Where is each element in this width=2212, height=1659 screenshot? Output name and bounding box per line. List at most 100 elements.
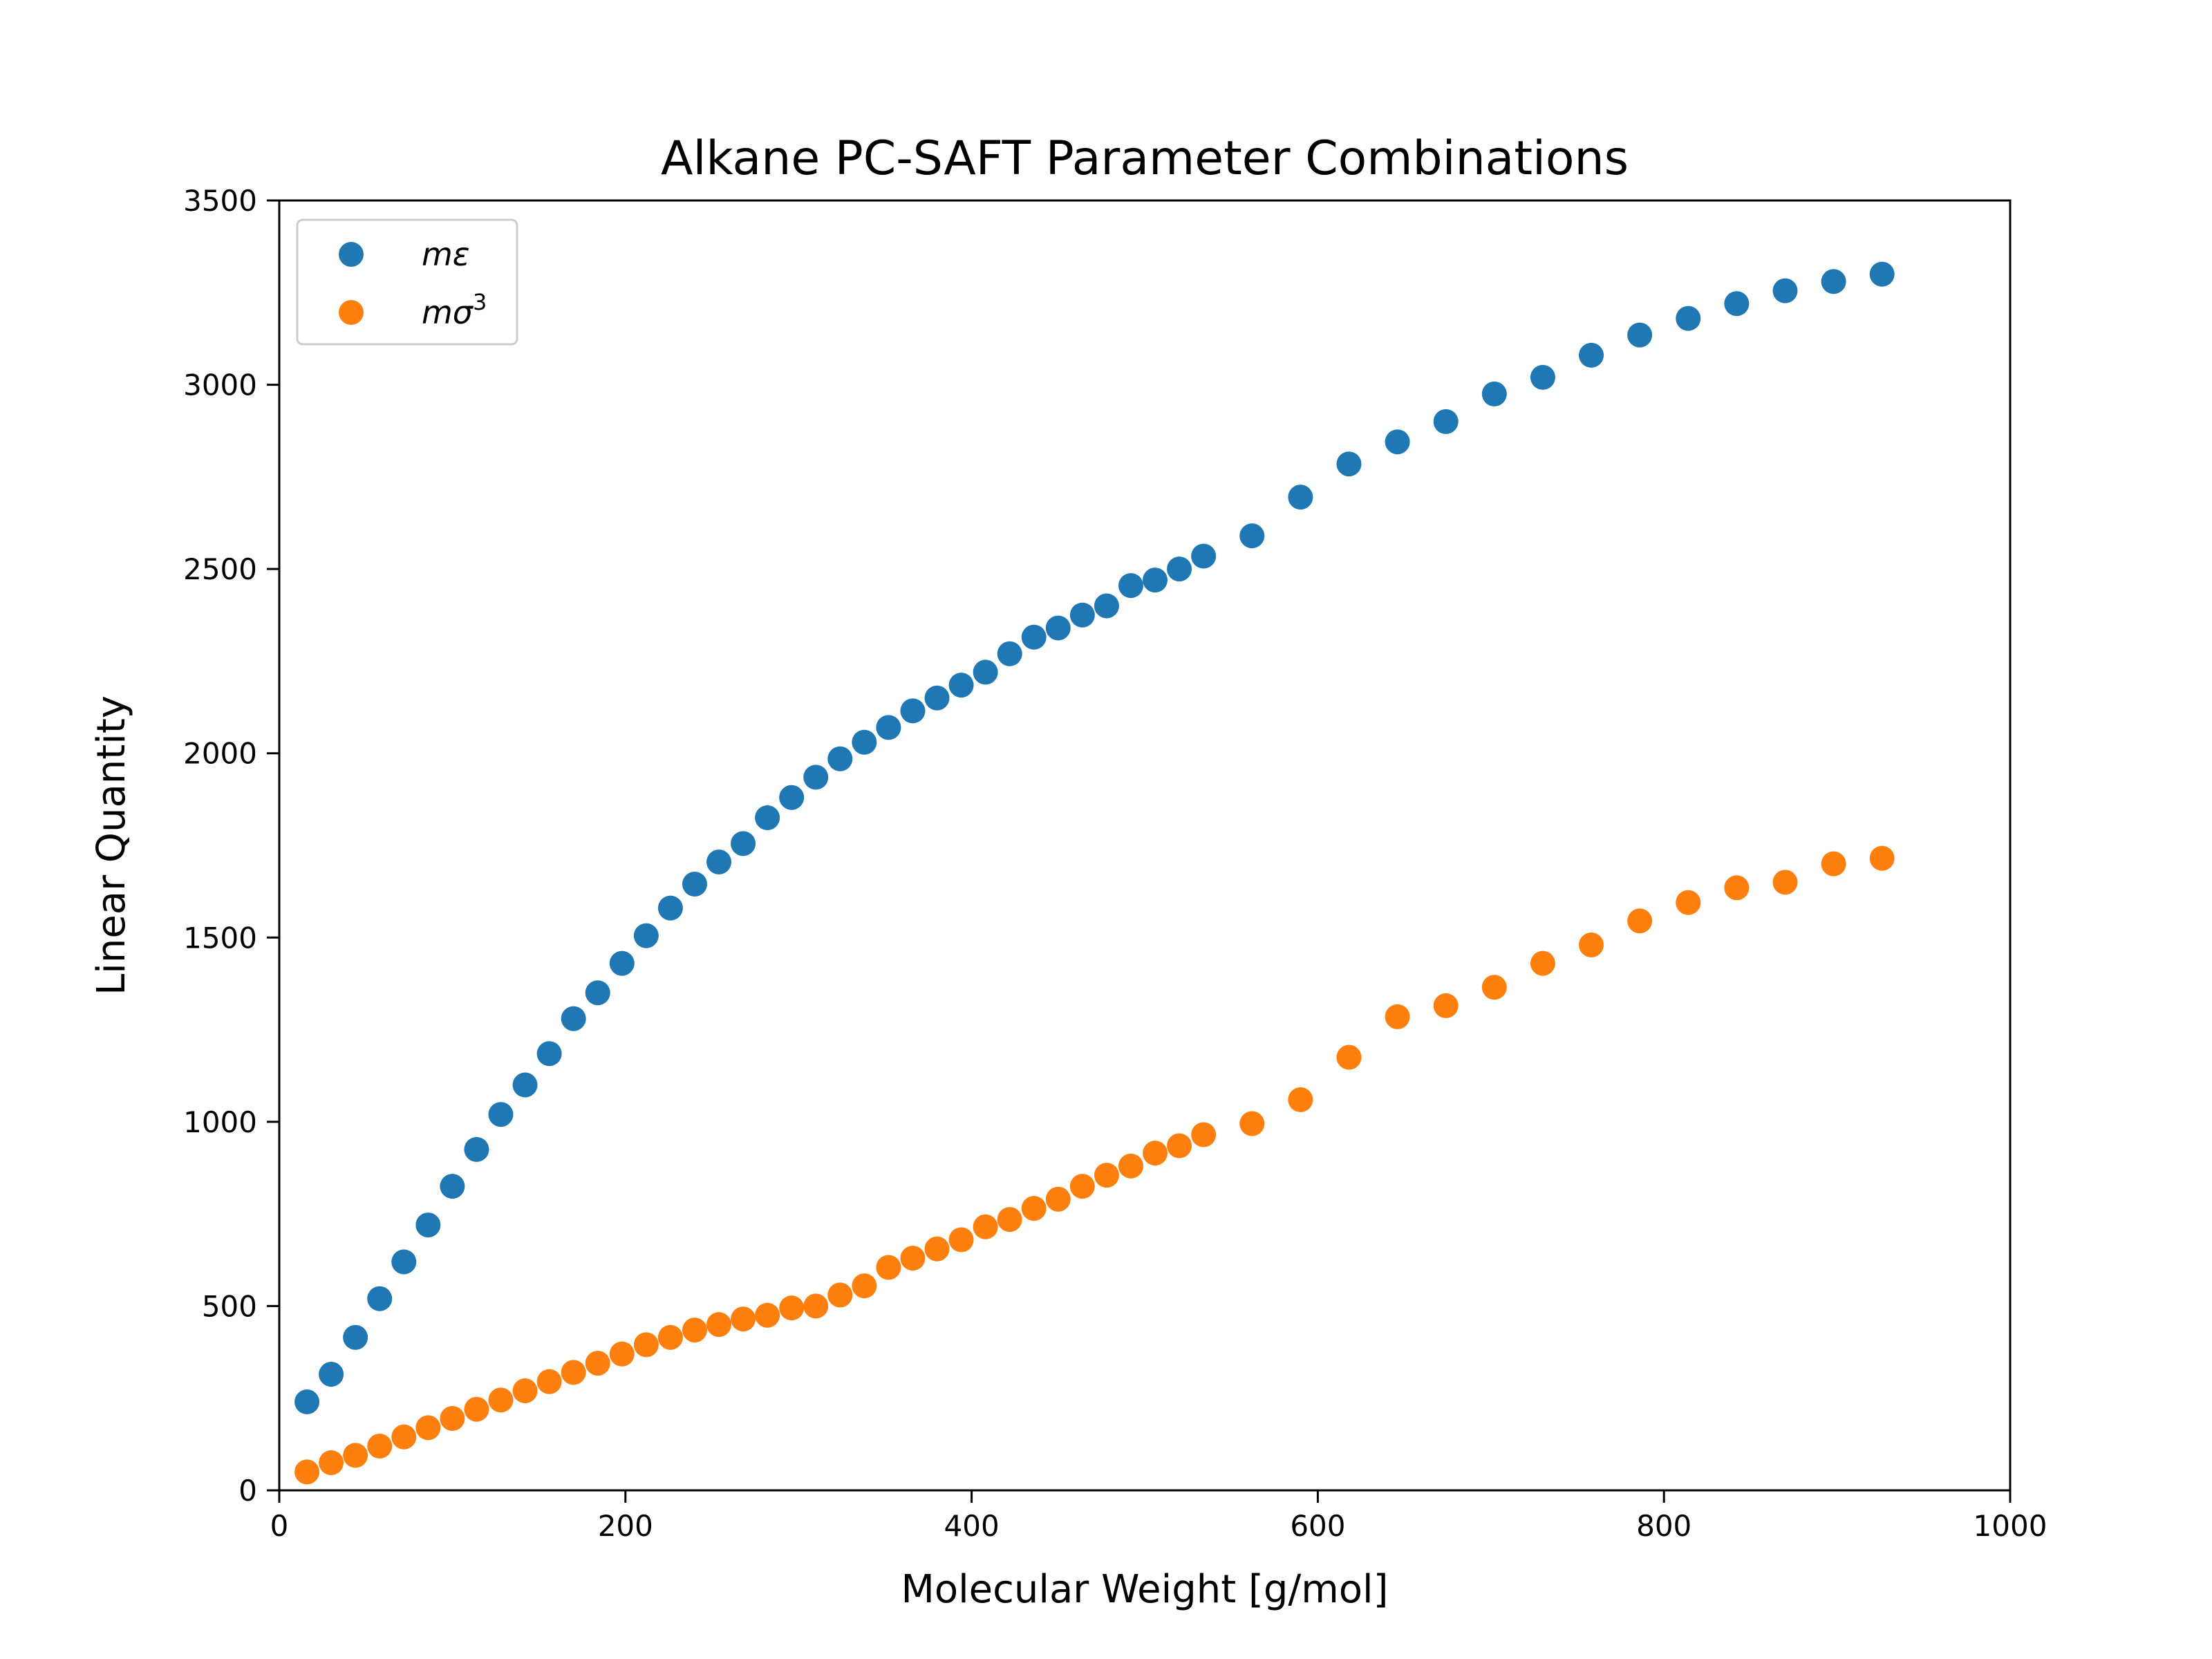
- data-point-s0-11: [561, 1006, 586, 1031]
- x-tick-label-1: 200: [598, 1509, 653, 1543]
- data-point-s1-45: [1579, 932, 1604, 957]
- data-point-s0-30: [1021, 624, 1047, 650]
- data-point-s1-10: [536, 1369, 562, 1394]
- x-tick-label-2: 400: [944, 1509, 1000, 1543]
- legend-marker-1: [339, 300, 364, 325]
- data-point-s0-26: [924, 685, 950, 711]
- data-point-s0-48: [1724, 291, 1750, 317]
- data-point-s0-35: [1143, 568, 1168, 593]
- y-axis-ticks: 0 500 1000 1500 2000 2500 3000 3500: [183, 184, 279, 1508]
- data-point-s1-24: [876, 1255, 901, 1280]
- data-point-s1-46: [1627, 908, 1653, 934]
- data-point-s1-51: [1869, 845, 1895, 871]
- data-point-s1-31: [1045, 1186, 1071, 1212]
- data-point-s0-1: [319, 1362, 344, 1387]
- data-point-s0-42: [1433, 409, 1459, 434]
- data-point-s1-25: [900, 1246, 926, 1271]
- y-tick-label-3: 1500: [183, 921, 257, 955]
- data-point-s1-47: [1676, 890, 1701, 915]
- data-point-s0-29: [997, 641, 1022, 666]
- data-point-s0-22: [827, 746, 853, 771]
- x-axis-ticks: 0 200 400 600 800 1000: [270, 1490, 2047, 1543]
- data-point-s1-14: [633, 1332, 659, 1358]
- data-point-s1-1: [319, 1450, 344, 1476]
- legend-box: [296, 218, 518, 346]
- plot-area-frame: [278, 199, 2012, 1492]
- data-point-s0-15: [657, 895, 683, 921]
- data-point-s0-33: [1094, 593, 1119, 619]
- data-point-s1-34: [1118, 1153, 1143, 1179]
- data-point-s0-3: [367, 1286, 393, 1311]
- y-tick-label-1: 500: [202, 1289, 257, 1323]
- data-point-s0-39: [1288, 485, 1313, 510]
- x-axis-label: Molecular Weight [g/mol]: [901, 1567, 1389, 1612]
- data-point-s0-40: [1336, 451, 1362, 477]
- data-point-s0-8: [488, 1102, 514, 1127]
- data-point-s1-4: [391, 1424, 417, 1450]
- y-tick-label-5: 2500: [183, 552, 257, 586]
- data-point-s0-41: [1385, 429, 1410, 455]
- data-point-s1-33: [1094, 1163, 1119, 1188]
- data-point-s0-9: [512, 1072, 538, 1098]
- data-point-s1-37: [1191, 1122, 1217, 1147]
- data-point-s1-21: [803, 1293, 829, 1319]
- data-point-s0-23: [852, 729, 877, 755]
- data-point-s1-5: [415, 1415, 441, 1441]
- data-point-s1-18: [731, 1306, 756, 1332]
- data-point-s1-3: [367, 1434, 393, 1459]
- data-point-s1-7: [464, 1396, 489, 1422]
- data-point-s0-50: [1821, 269, 1846, 294]
- data-point-s1-27: [948, 1227, 974, 1253]
- data-point-s0-34: [1118, 573, 1143, 599]
- data-point-s1-44: [1530, 950, 1555, 976]
- data-point-s0-7: [464, 1136, 489, 1162]
- data-point-s0-17: [706, 849, 732, 874]
- data-point-s0-5: [415, 1212, 441, 1238]
- data-point-s0-43: [1481, 381, 1507, 406]
- y-tick-label-4: 2000: [183, 737, 257, 771]
- data-point-s1-48: [1724, 875, 1750, 901]
- data-point-s1-32: [1069, 1174, 1095, 1199]
- data-point-s0-12: [585, 980, 610, 1006]
- data-point-s0-44: [1530, 364, 1555, 390]
- data-point-s1-9: [512, 1378, 538, 1404]
- x-tick-label-0: 0: [270, 1509, 289, 1543]
- data-point-s1-39: [1288, 1087, 1313, 1112]
- legend-label-0: mε: [422, 236, 470, 273]
- data-point-s1-29: [997, 1207, 1022, 1232]
- data-point-s1-40: [1336, 1044, 1362, 1070]
- data-point-s0-20: [779, 785, 805, 810]
- data-point-s0-21: [803, 765, 829, 790]
- data-point-s0-51: [1869, 261, 1895, 287]
- data-point-s0-27: [948, 673, 974, 698]
- data-point-s1-36: [1167, 1133, 1192, 1159]
- data-point-s1-12: [585, 1351, 610, 1376]
- data-point-s1-41: [1385, 1004, 1410, 1029]
- y-tick-label-7: 3500: [183, 184, 257, 218]
- data-point-s1-50: [1821, 851, 1846, 877]
- data-point-s0-0: [294, 1389, 320, 1415]
- legend-marker-0: [339, 242, 364, 267]
- x-tick-label-3: 600: [1290, 1509, 1345, 1543]
- data-point-s1-2: [343, 1443, 368, 1468]
- data-point-s0-18: [731, 831, 756, 856]
- data-point-s0-2: [343, 1324, 368, 1350]
- data-point-s0-37: [1191, 543, 1217, 569]
- data-point-s0-6: [440, 1174, 465, 1199]
- data-point-s0-16: [682, 871, 707, 897]
- data-point-s0-19: [755, 805, 780, 831]
- x-tick-label-5: 1000: [1974, 1509, 2047, 1543]
- data-point-s0-32: [1069, 602, 1095, 628]
- data-point-s1-28: [973, 1214, 998, 1239]
- data-point-s1-6: [440, 1406, 465, 1432]
- data-point-s0-46: [1627, 322, 1653, 348]
- data-point-s1-26: [924, 1236, 950, 1262]
- data-point-s0-14: [633, 923, 659, 948]
- x-tick-label-4: 800: [1636, 1509, 1691, 1543]
- data-point-s0-31: [1045, 615, 1071, 641]
- data-point-s1-19: [755, 1302, 780, 1328]
- data-point-s0-45: [1579, 342, 1604, 368]
- data-point-s1-13: [609, 1341, 635, 1367]
- data-point-s1-16: [682, 1318, 707, 1343]
